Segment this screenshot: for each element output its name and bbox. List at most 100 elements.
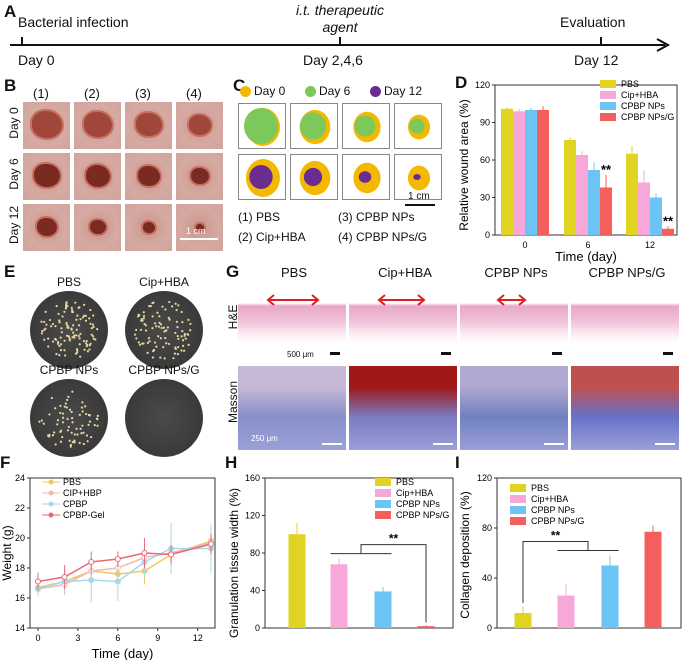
wound-photo: [73, 152, 122, 201]
bacterial-colony: [175, 308, 178, 312]
day6-trace: [244, 108, 278, 144]
bacterial-colony: [51, 340, 55, 343]
bacterial-colony: [181, 329, 184, 333]
panel-label-g: G: [226, 262, 240, 281]
wound-area: [90, 220, 106, 235]
bacterial-colony: [59, 404, 62, 407]
data-point: [114, 578, 121, 585]
wound-area: [191, 168, 209, 185]
wound-photo: [22, 101, 71, 150]
bacterial-colony: [70, 410, 73, 414]
bacterial-colony: [40, 419, 43, 422]
bacterial-colony: [63, 349, 66, 352]
day6-trace: [409, 118, 425, 134]
bacterial-colony: [43, 338, 46, 341]
bacterial-colony: [71, 309, 74, 312]
wound-area: [138, 166, 160, 186]
bacterial-colony: [58, 344, 61, 348]
panel-label: F: [0, 453, 11, 472]
bacterial-colony: [91, 335, 95, 338]
bacterial-colony: [76, 349, 79, 352]
y-tick-label: 0: [255, 623, 260, 633]
bacterial-colony: [85, 434, 89, 437]
legend-label: CPBP NPs: [396, 499, 440, 509]
plot-frame: [496, 477, 682, 629]
legend-swatch: [600, 102, 616, 110]
legend-swatch: [375, 478, 391, 486]
bacterial-colony: [153, 341, 157, 344]
bacterial-colony: [54, 407, 57, 410]
day-0: Day 0: [18, 52, 55, 68]
bacterial-colony: [187, 318, 190, 321]
bacterial-colony: [56, 342, 60, 345]
bacterial-colony: [38, 420, 41, 423]
legend-swatch: [510, 506, 526, 514]
bacterial-colony: [61, 315, 64, 318]
bacterial-colony: [172, 357, 175, 360]
significance-bracket: [330, 544, 427, 623]
bar-cpbp-nps-g: [600, 187, 612, 235]
legend-label: Day 12: [384, 84, 423, 98]
bacterial-colony: [64, 307, 67, 310]
bacterial-colony: [56, 423, 59, 426]
legend-swatch: [375, 489, 391, 497]
significance-label: **: [663, 213, 674, 228]
bacterial-colony: [71, 310, 74, 314]
bacterial-colony: [76, 433, 79, 436]
bacterial-colony: [143, 322, 146, 326]
bacterial-colony: [82, 340, 86, 343]
bacterial-colony: [67, 425, 70, 429]
bacterial-colony: [146, 341, 149, 344]
day6-trace: [299, 112, 327, 140]
bacterial-colony: [148, 340, 151, 343]
bacterial-colony: [59, 440, 63, 443]
bacterial-colony: [176, 326, 179, 329]
bacterial-colony: [189, 329, 192, 332]
y-tick-label: 120: [245, 511, 260, 521]
group-label: (4) CPBP NPs/G: [338, 230, 428, 244]
bacterial-colony: [156, 311, 159, 314]
legend-label: Day 0: [254, 84, 286, 98]
scale-bar: [180, 238, 218, 240]
data-point: [34, 578, 41, 585]
bacterial-colony: [84, 342, 88, 345]
bacterial-colony: [183, 334, 186, 337]
bacterial-colony: [151, 356, 155, 359]
legend-swatch: [510, 517, 526, 525]
bacterial-colony: [177, 337, 180, 340]
bacterial-colony: [181, 339, 185, 342]
scale-bar: [552, 352, 562, 355]
y-tick-label: 120: [477, 473, 492, 483]
masson-stain-image: [571, 366, 679, 450]
x-tick-label: 9: [155, 633, 160, 643]
bacterial-colony: [59, 336, 62, 339]
scale-bar: [433, 443, 453, 445]
bacterial-colony: [88, 420, 92, 423]
bacterial-colony: [76, 351, 79, 354]
petri-dish: [30, 291, 108, 369]
bacterial-colony: [48, 318, 52, 322]
event-agent: i.t. therapeutic agent: [296, 2, 384, 35]
bacterial-colony: [59, 348, 63, 352]
y-tick-label: 80: [250, 548, 260, 558]
legend-marker: [48, 501, 54, 507]
chart-d: D 0 30 60 90 120 Relative wound area (%) Time (…: [455, 73, 684, 270]
bacterial-colony: [174, 347, 177, 351]
scale-label: 1 cm: [408, 191, 430, 202]
wound-photo: [175, 203, 224, 252]
bacterial-colony: [153, 322, 157, 325]
scale-label: 1 cm: [186, 226, 206, 236]
bar-cpbp-nps: [650, 197, 662, 235]
bacterial-colony: [82, 442, 85, 446]
bacterial-colony: [142, 317, 145, 320]
wound-trace-box: [238, 103, 286, 149]
bacterial-colony: [72, 324, 75, 327]
x-tick-label: 3: [75, 633, 80, 643]
bar-cpbp-nps: [588, 170, 600, 235]
bacterial-colony: [71, 336, 74, 339]
wound-width-arrow: [496, 294, 527, 306]
bacterial-colony: [151, 326, 154, 330]
timeline-arrow: [10, 37, 671, 52]
bacterial-colony: [164, 308, 167, 311]
bacterial-colony: [49, 325, 53, 328]
